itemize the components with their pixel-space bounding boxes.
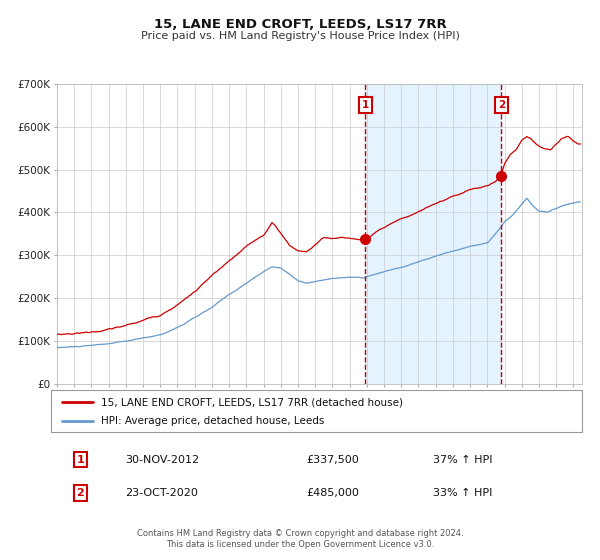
Text: £485,000: £485,000 bbox=[306, 488, 359, 498]
Text: 23-OCT-2020: 23-OCT-2020 bbox=[125, 488, 198, 498]
Text: HPI: Average price, detached house, Leeds: HPI: Average price, detached house, Leed… bbox=[101, 416, 325, 426]
Text: 2: 2 bbox=[76, 488, 84, 498]
FancyBboxPatch shape bbox=[51, 390, 582, 432]
Text: £337,500: £337,500 bbox=[306, 455, 359, 465]
Text: Contains HM Land Registry data © Crown copyright and database right 2024.: Contains HM Land Registry data © Crown c… bbox=[137, 529, 463, 538]
Text: 2: 2 bbox=[497, 100, 505, 110]
Text: 37% ↑ HPI: 37% ↑ HPI bbox=[433, 455, 493, 465]
Text: 30-NOV-2012: 30-NOV-2012 bbox=[125, 455, 199, 465]
Text: 15, LANE END CROFT, LEEDS, LS17 7RR: 15, LANE END CROFT, LEEDS, LS17 7RR bbox=[154, 18, 446, 31]
Bar bbox=[365, 84, 501, 384]
Text: 15, LANE END CROFT, LEEDS, LS17 7RR (detached house): 15, LANE END CROFT, LEEDS, LS17 7RR (det… bbox=[101, 397, 403, 407]
Text: 33% ↑ HPI: 33% ↑ HPI bbox=[433, 488, 493, 498]
Text: Price paid vs. HM Land Registry's House Price Index (HPI): Price paid vs. HM Land Registry's House … bbox=[140, 31, 460, 41]
Text: 1: 1 bbox=[362, 100, 369, 110]
Text: 1: 1 bbox=[76, 455, 84, 465]
Text: This data is licensed under the Open Government Licence v3.0.: This data is licensed under the Open Gov… bbox=[166, 540, 434, 549]
